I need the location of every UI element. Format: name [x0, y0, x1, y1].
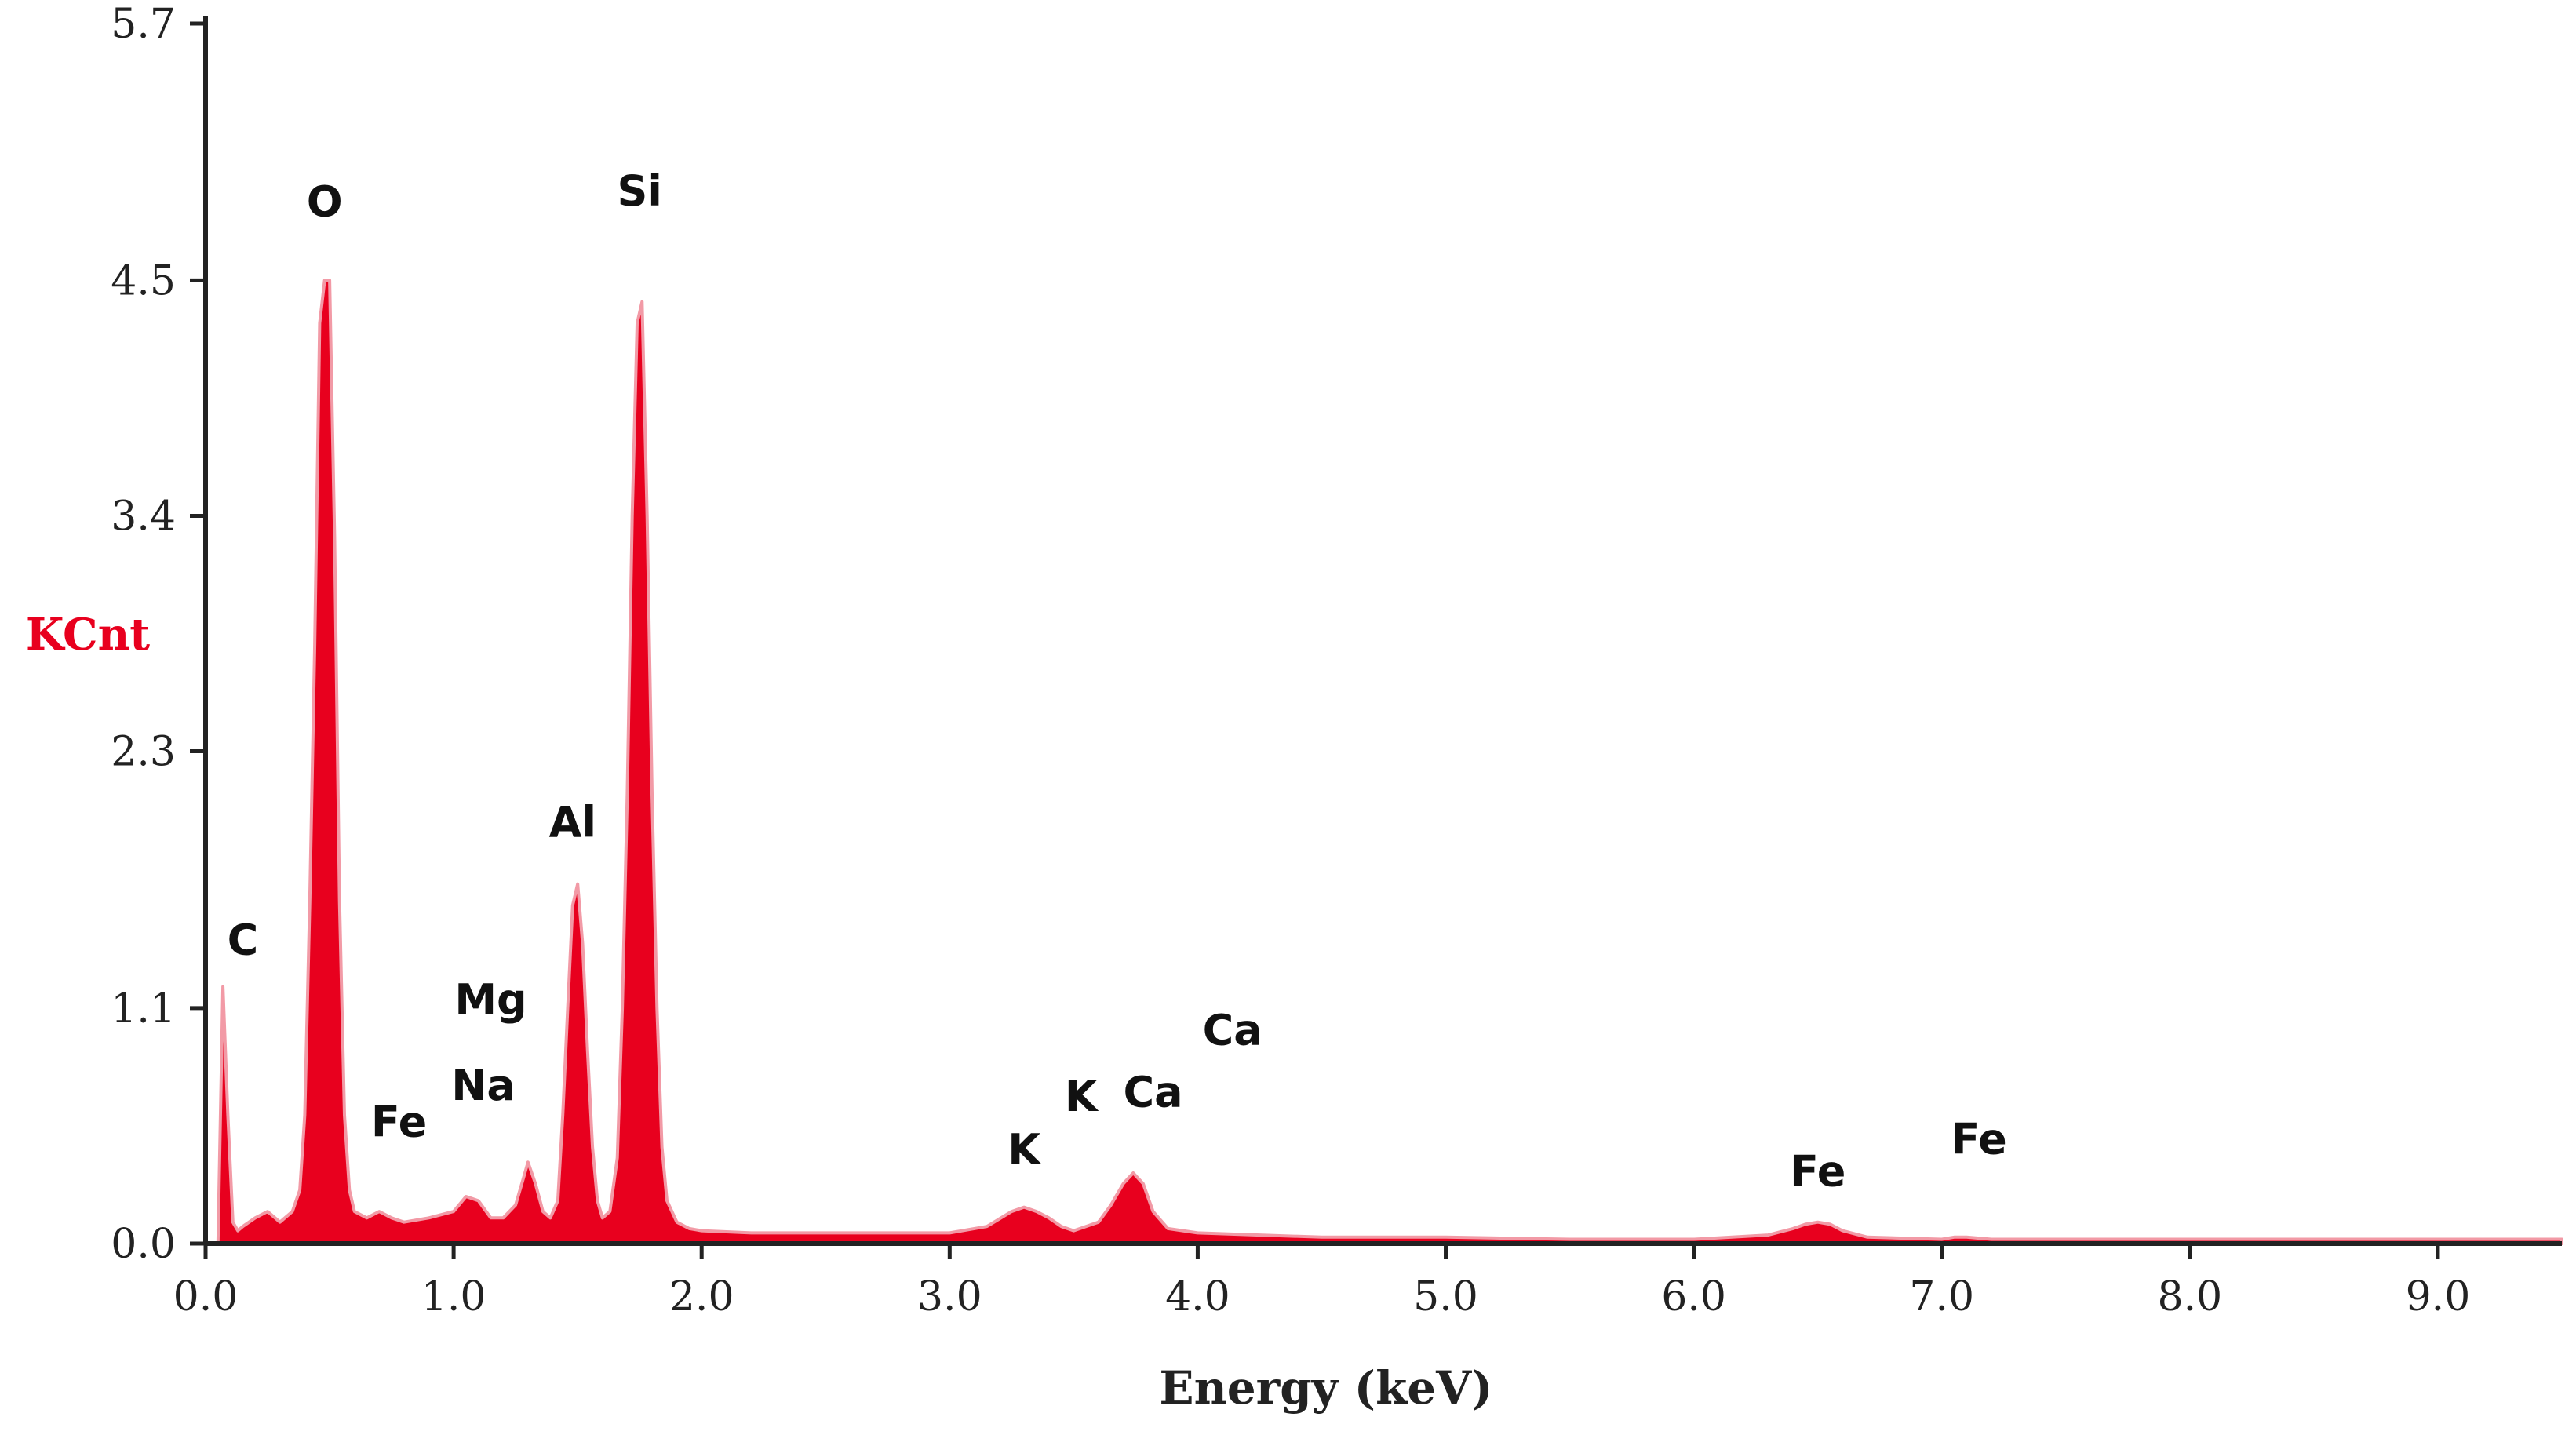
- x-tick-label: 6.0: [1661, 1273, 1726, 1320]
- x-tick-label: 5.0: [1413, 1273, 1478, 1320]
- x-axis-title: Energy (keV): [1159, 1361, 1492, 1415]
- y-tick-label: 3.4: [111, 493, 176, 540]
- peak-labels: C O Fe Mg Na Al Si KK Ca Ca Fe Fe: [228, 166, 2007, 1196]
- peak-label-ca: Ca: [1123, 1067, 1182, 1116]
- spectrum-area: [204, 279, 2563, 1245]
- peak-label-al: Al: [549, 798, 596, 847]
- x-tick-label: 8.0: [2157, 1273, 2222, 1320]
- x-tick-label: 7.0: [1909, 1273, 1974, 1320]
- y-tick-label: 1.1: [111, 985, 176, 1033]
- peak-label-si: Si: [617, 166, 661, 216]
- x-tick-label: 4.0: [1165, 1273, 1230, 1320]
- peak-label-mg: Mg: [454, 975, 526, 1025]
- y-tick-label: 5.7: [111, 1, 176, 48]
- peak-label-fe: Fe: [371, 1098, 427, 1147]
- peak-label-na: Na: [451, 1061, 516, 1110]
- y-tick-label: 2.3: [111, 729, 176, 776]
- peak-label-fe: Fe: [1790, 1146, 1845, 1196]
- peak-label-ca: Ca: [1203, 1005, 1262, 1054]
- x-tick-label: 3.0: [917, 1273, 982, 1320]
- peak-label-fe: Fe: [1951, 1114, 2006, 1164]
- y-tick-label: 4.5: [111, 257, 176, 304]
- peak-label-o: O: [307, 177, 343, 227]
- x-tick-label: 1.0: [421, 1273, 486, 1320]
- peak-label-k: K: [1007, 1125, 1042, 1175]
- peak-label-k: K: [1065, 1072, 1099, 1121]
- x-tick-label: 9.0: [2406, 1273, 2471, 1320]
- axes: [203, 16, 2562, 1246]
- y-axis-title: KCnt: [26, 609, 150, 661]
- y-axis-ticks: 0.0 1.1 2.3 3.4 4.5 5.7: [111, 1, 206, 1268]
- y-tick-label: 0.0: [111, 1221, 176, 1268]
- spectrum-series-0: [204, 279, 2563, 1245]
- x-tick-label: 0.0: [173, 1273, 239, 1320]
- peak-label-c: C: [228, 916, 259, 965]
- x-tick-label: 2.0: [669, 1273, 734, 1320]
- x-axis-ticks: 0.0 1.0 2.0 3.0 4.0 5.0 6.0 7.0 8.0 9.0: [173, 1244, 2471, 1320]
